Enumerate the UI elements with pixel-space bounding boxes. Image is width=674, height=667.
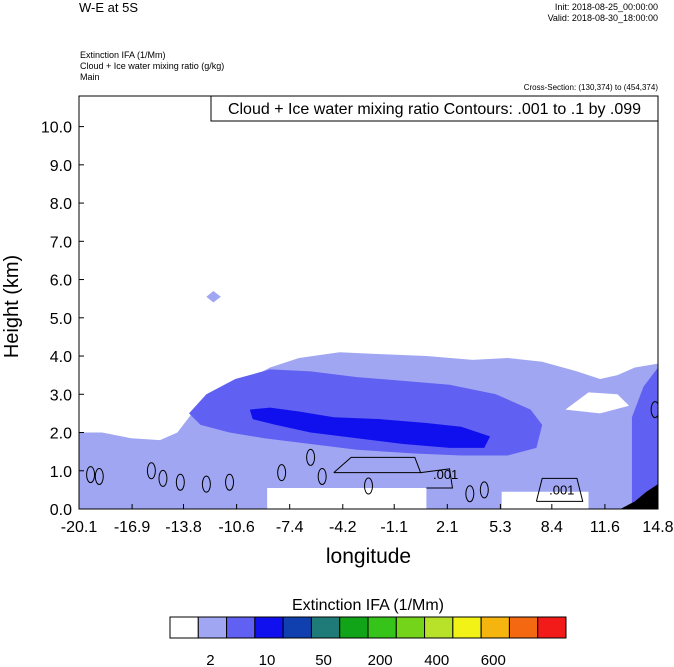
plot-area: .001 .001 (79, 291, 658, 509)
surface-gap-left (267, 487, 427, 509)
contour-cell (479, 481, 489, 499)
x-tick-label: 14.8 (642, 519, 673, 536)
y-tick-label: 6.0 (50, 273, 72, 290)
colorbar-label: 2 (206, 652, 214, 667)
y-tick-label: 7.0 (50, 234, 72, 251)
x-tick-label: -1.1 (380, 519, 408, 536)
terrain (620, 484, 658, 509)
contour-cell (317, 467, 327, 485)
extinction-region-medium-right (631, 367, 658, 509)
contour-cell (94, 467, 104, 485)
contour-outline (333, 456, 422, 474)
contour-cell (146, 462, 156, 480)
x-tick-label: 8.4 (541, 519, 563, 536)
x-tick-label: 5.3 (489, 519, 511, 536)
colorbar-swatch (169, 616, 199, 639)
colorbar-swatch (197, 616, 228, 639)
contour-cell (86, 466, 96, 484)
x-tick-label: 11.6 (590, 519, 620, 536)
colorbar-swatch (452, 616, 482, 639)
colorbar-swatch (310, 616, 341, 639)
contour-cell (158, 469, 168, 487)
colorbar-label: 10 (259, 652, 276, 667)
colorbar-swatch (367, 616, 397, 639)
colorbar-swatch (226, 616, 256, 639)
contour-cell (175, 473, 185, 491)
field-label-mixing-ratio: Cloud + Ice water mixing ratio (g/kg) (80, 61, 225, 71)
contour-cell (306, 448, 316, 466)
y-tick-label: 4.0 (50, 349, 72, 366)
surface-gap-right (501, 491, 589, 509)
field-label-extinction: Extinction IFA (1/Mm) (80, 50, 166, 60)
extinction-region-core (249, 407, 491, 448)
colorbar-label: 200 (368, 652, 393, 667)
x-tick-label: -7.4 (276, 519, 304, 536)
colorbar-swatch (424, 616, 454, 639)
y-tick-label: 10.0 (41, 120, 72, 137)
colorbar-swatch (480, 616, 510, 639)
colorbar-label: 50 (315, 652, 332, 667)
contour-label: .001 (433, 467, 458, 482)
field-label-main: Main (80, 72, 100, 82)
y-tick-label: 5.0 (50, 311, 72, 328)
x-tick-label: -20.1 (61, 519, 98, 536)
contour-cell (225, 473, 235, 491)
contour-cell (465, 485, 475, 503)
contour-cell (650, 401, 658, 419)
valid-time: Valid: 2018-08-30_18:00:00 (547, 13, 658, 23)
y-tick-label: 3.0 (50, 387, 72, 404)
contour-outline (420, 468, 454, 489)
y-tick-label: 1.0 (50, 464, 72, 481)
y-tick-label: 9.0 (50, 158, 72, 175)
colorbar-label: 400 (424, 652, 449, 667)
y-tick-label: 2.0 (50, 426, 72, 443)
colorbar-swatch (254, 616, 284, 639)
colorbar-title: Extinction IFA (1/Mm) (292, 597, 444, 614)
contour-cell (364, 477, 373, 495)
clear-notch (565, 392, 630, 414)
x-tick-label: -16.9 (114, 519, 151, 536)
contour-label: .001 (549, 482, 574, 497)
x-tick-label: -13.8 (165, 519, 202, 536)
init-time: Init: 2018-08-25_00:00:00 (554, 2, 658, 12)
extinction-patch-high (206, 291, 221, 303)
cross-section-label: Cross-Section: (130,374) to (454,374) (523, 83, 658, 92)
x-axis-label: longitude (326, 545, 411, 568)
contour-cell (277, 464, 287, 482)
contour-cell (201, 475, 211, 493)
contour-title: Cloud + Ice water mixing ratio Contours:… (228, 101, 641, 118)
y-axis-label: Height (km) (1, 255, 23, 358)
x-tick-label: 2.1 (436, 519, 458, 536)
y-tick-label: 8.0 (50, 196, 72, 213)
colorbar-swatch (282, 616, 312, 639)
colorbar-swatch (339, 616, 369, 639)
x-tick-label: -10.6 (218, 519, 255, 536)
colorbar-swatch (537, 616, 567, 639)
y-tick-label: 0.0 (50, 502, 72, 519)
contour-title-box (210, 95, 659, 122)
contour-outline (535, 477, 584, 502)
colorbar-label: 600 (481, 652, 506, 667)
colorbar-swatch (508, 616, 539, 639)
x-tick-label: -4.2 (329, 519, 357, 536)
plot-title: W-E at 5S (79, 0, 139, 15)
colorbar-swatch (395, 616, 426, 639)
